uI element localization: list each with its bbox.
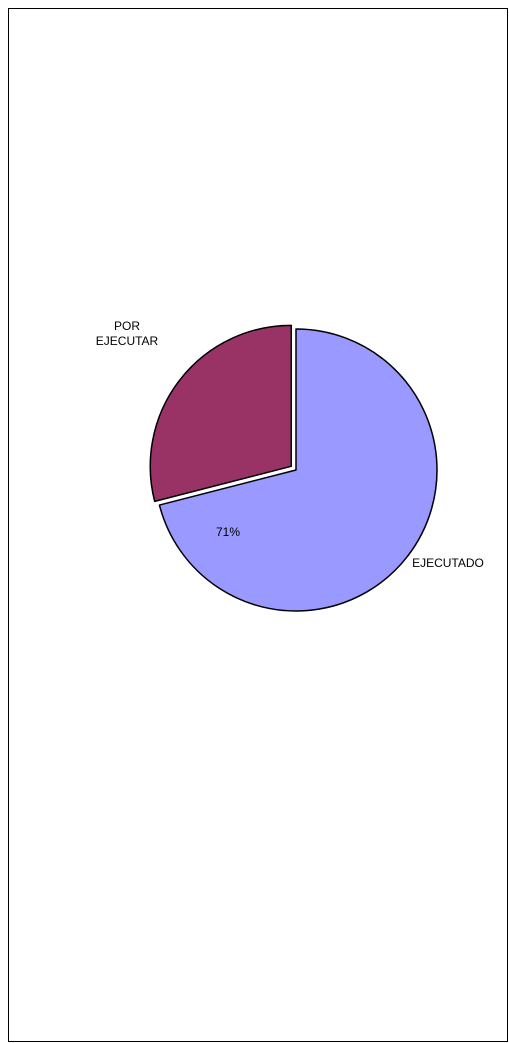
slice-label-por-ejecutar-line2: EJECUTAR — [96, 334, 159, 348]
slice-label-ejecutado: EJECUTADO — [412, 556, 484, 570]
slice-percent-label-ejecutado: 71% — [216, 525, 240, 539]
slice-label-por-ejecutar-line1: POR — [114, 319, 140, 333]
pie-slices — [149, 324, 438, 612]
pie-slice-ejecutado — [158, 328, 438, 612]
pie-slice-por-ejecutar — [149, 324, 293, 503]
